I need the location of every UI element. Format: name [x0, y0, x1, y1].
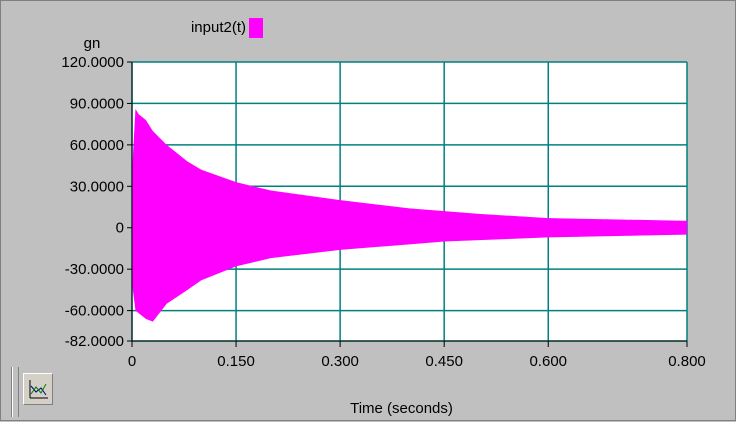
x-tick-label: 0.600 — [529, 353, 567, 370]
y-tick-label: -82.0000 — [65, 333, 124, 350]
x-tick-labels: 0 0.150 0.300 0.450 0.600 0.800 — [128, 341, 706, 370]
x-axis-label: Time (seconds) — [350, 400, 453, 417]
graph-properties-icon — [29, 380, 48, 399]
y-tick-label: -30.0000 — [65, 261, 124, 278]
legend-label: input2(t) — [191, 19, 246, 36]
x-tick-label: 0.300 — [321, 353, 359, 370]
y-tick-label: 60.0000 — [70, 137, 124, 154]
x-tick-label: 0.450 — [425, 353, 463, 370]
y-tick-label: 120.0000 — [61, 54, 124, 71]
y-axis-label: gn — [84, 35, 101, 52]
y-tick-label: -60.0000 — [65, 303, 124, 320]
resize-grip[interactable] — [11, 367, 19, 417]
graph-properties-button[interactable] — [23, 373, 53, 405]
y-tick-label: 0 — [116, 220, 124, 237]
axes — [131, 62, 687, 342]
legend-swatch — [249, 18, 263, 38]
y-tick-labels: 120.0000 90.0000 60.0000 30.0000 0 -30.0000 -6… — [61, 54, 132, 350]
x-tick-label: 0 — [128, 353, 136, 370]
x-tick-label: 0.150 — [217, 353, 255, 370]
y-tick-label: 30.0000 — [70, 178, 124, 195]
series-input2-line — [131, 119, 688, 319]
x-tick-label: 0.800 — [668, 353, 706, 370]
series-input2-oscillation — [131, 119, 688, 319]
y-tick-label: 90.0000 — [70, 95, 124, 112]
